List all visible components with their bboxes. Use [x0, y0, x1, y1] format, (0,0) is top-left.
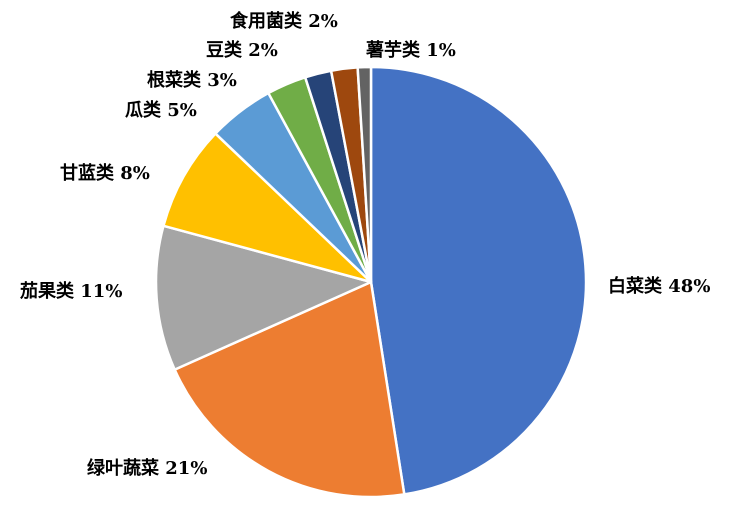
- slice-label-9: 薯芋类 1%: [365, 39, 456, 61]
- slice-label-1: 白菜类 48%: [608, 275, 710, 297]
- slice-label-2: 绿叶蔬菜 21%: [87, 457, 207, 479]
- slice-label-7: 豆类 2%: [206, 39, 278, 61]
- pie-slice-4: [162, 132, 373, 284]
- slice-label-5: 瓜类 5%: [125, 99, 197, 121]
- pie-slice-2: [173, 280, 406, 499]
- pie-slice-1: [369, 65, 588, 496]
- slice-label-6: 根菜类 3%: [147, 69, 237, 91]
- slice-label-3: 茄果类 11%: [19, 280, 122, 302]
- pie-slice-9: [356, 65, 373, 284]
- pie-slice-3: [154, 224, 373, 371]
- slice-label-4: 甘蓝类 8%: [60, 162, 150, 184]
- slice-label-8: 食用菌类 2%: [229, 10, 338, 32]
- pie-slices: [154, 65, 588, 499]
- slice-labels: 白菜类 48% 绿叶蔬菜 21% 茄果类 11% 甘蓝类 8% 瓜类 5% 根菜类 3% 豆…: [19, 10, 710, 479]
